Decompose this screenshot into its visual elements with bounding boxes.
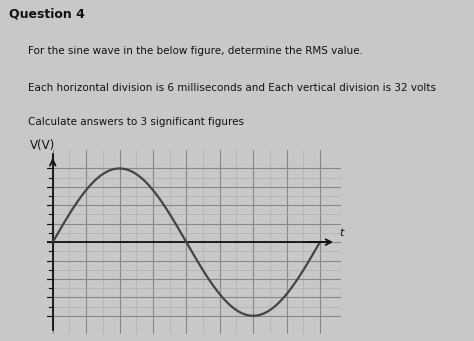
Text: Each horizontal division is 6 milliseconds and Each vertical division is 32 volt: Each horizontal division is 6 millisecon… [28,83,437,93]
Text: Question 4: Question 4 [9,7,85,20]
Text: t: t [339,228,344,238]
Text: V(V): V(V) [29,139,55,152]
Text: Calculate answers to 3 significant figures: Calculate answers to 3 significant figur… [28,117,245,128]
Text: For the sine wave in the below figure, determine the RMS value.: For the sine wave in the below figure, d… [28,46,364,56]
